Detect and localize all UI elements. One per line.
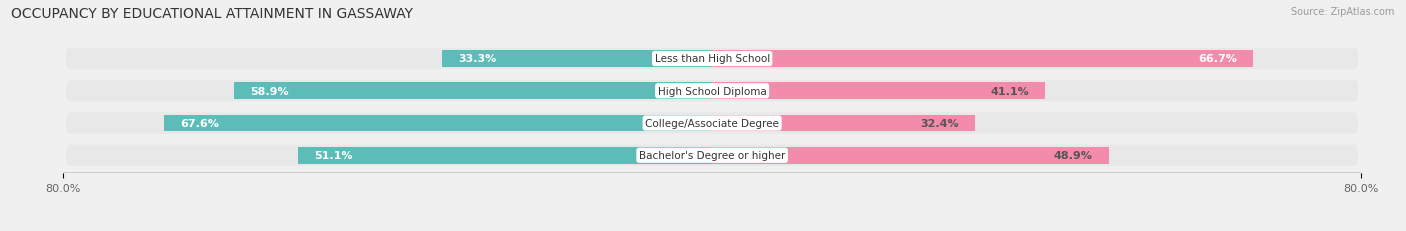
Bar — [713, 115, 974, 132]
FancyBboxPatch shape — [66, 49, 1358, 70]
Bar — [441, 51, 713, 68]
Bar — [713, 83, 1046, 100]
Bar — [713, 147, 1109, 164]
Bar — [713, 51, 1253, 68]
FancyBboxPatch shape — [66, 81, 1358, 102]
Text: High School Diploma: High School Diploma — [658, 86, 766, 96]
Bar — [298, 147, 713, 164]
Text: 51.1%: 51.1% — [314, 151, 353, 161]
Text: 32.4%: 32.4% — [920, 119, 959, 128]
Text: 66.7%: 66.7% — [1198, 54, 1237, 64]
FancyBboxPatch shape — [66, 145, 1358, 166]
Text: 33.3%: 33.3% — [458, 54, 496, 64]
Text: College/Associate Degree: College/Associate Degree — [645, 119, 779, 128]
Bar — [235, 83, 713, 100]
Text: Bachelor's Degree or higher: Bachelor's Degree or higher — [638, 151, 786, 161]
Text: 48.9%: 48.9% — [1053, 151, 1092, 161]
Text: Less than High School: Less than High School — [655, 54, 769, 64]
FancyBboxPatch shape — [66, 113, 1358, 134]
Text: OCCUPANCY BY EDUCATIONAL ATTAINMENT IN GASSAWAY: OCCUPANCY BY EDUCATIONAL ATTAINMENT IN G… — [11, 7, 413, 21]
Text: 67.6%: 67.6% — [180, 119, 219, 128]
Text: 58.9%: 58.9% — [250, 86, 290, 96]
Bar — [165, 115, 713, 132]
Text: Source: ZipAtlas.com: Source: ZipAtlas.com — [1291, 7, 1395, 17]
Text: 41.1%: 41.1% — [990, 86, 1029, 96]
